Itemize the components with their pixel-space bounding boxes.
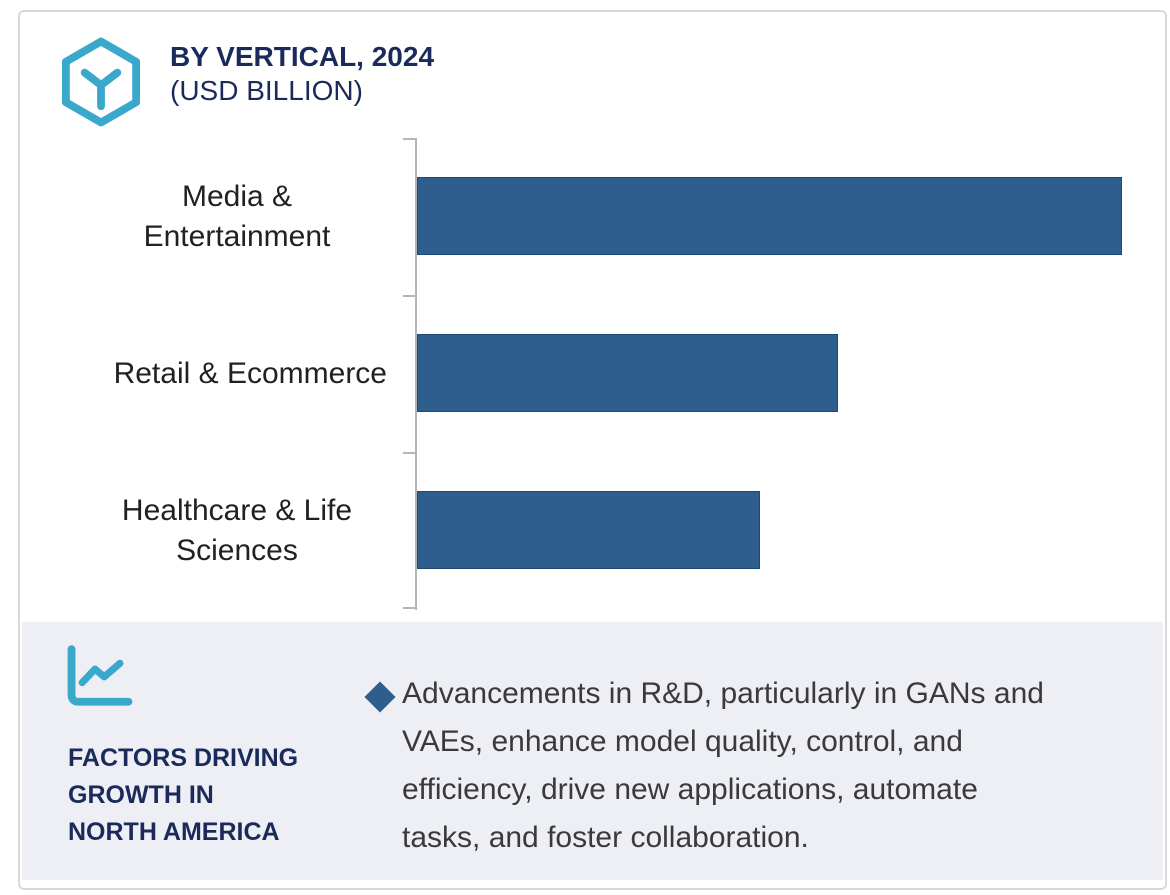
category-label: Retail & Ecommerce: [113, 356, 387, 390]
hexagon-cube-icon: [62, 37, 140, 127]
line-chart-icon: [67, 645, 133, 706]
chart-title-line1: BY VERTICAL, 2024: [170, 41, 435, 72]
axis-tick: [403, 295, 416, 297]
category-label: Media & Entertainment: [143, 179, 331, 253]
category-label-cell: Media & Entertainment: [25, 138, 387, 295]
bar-1: [417, 177, 1122, 255]
factor-bullet-text: Advancements in R&D, particularly in GAN…: [402, 677, 1044, 854]
axis-tick: [403, 138, 416, 140]
axis-tick: [403, 452, 416, 454]
chart-title-line2: (USD BILLION): [170, 75, 363, 106]
bar-2: [417, 334, 838, 412]
category-label: Healthcare & Life Sciences: [121, 493, 353, 567]
factors-heading: FACTORS DRIVING GROWTH IN NORTH AMERICA: [68, 744, 299, 846]
axis-tick: [403, 607, 416, 609]
category-label-cell: Retail & Ecommerce: [25, 295, 387, 452]
chart-row: Media & Entertainment: [25, 138, 1150, 295]
bar-3: [417, 491, 760, 569]
y-axis-spine: [415, 138, 417, 610]
chart-row: Healthcare & Life Sciences: [25, 452, 1150, 609]
chart-row: Retail & Ecommerce: [25, 295, 1150, 452]
category-label-cell: Healthcare & Life Sciences: [25, 452, 387, 609]
bar-chart: Media & Entertainment Retail & Ecommerce H…: [25, 138, 1150, 610]
factors-panel: [22, 622, 1163, 880]
chart-title: BY VERTICAL, 2024 (USD BILLION): [170, 40, 434, 108]
